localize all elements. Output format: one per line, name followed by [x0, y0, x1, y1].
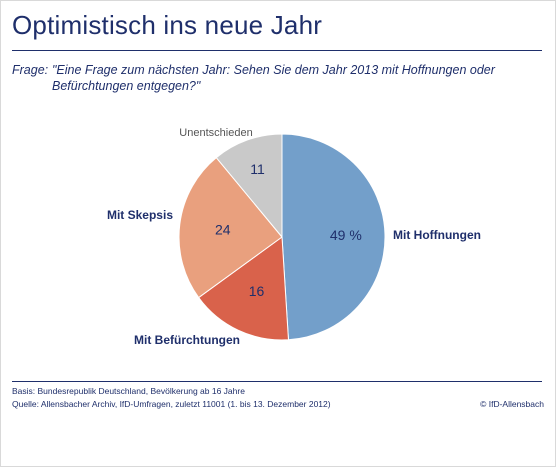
question-label: Frage: [12, 63, 49, 77]
pie-slice [281, 133, 386, 341]
title-rule [12, 50, 542, 51]
question-text: "Eine Frage zum nächsten Jahr: Sehen Sie… [52, 63, 495, 93]
pie-slice [215, 133, 283, 239]
footer-copyright: © IfD-Allensbach [480, 399, 544, 409]
pie-slices [178, 133, 386, 341]
slice-category-label: Unentschieden [179, 127, 252, 139]
pie-labels: 49 % Mit Hoffnungen 16 Mit Befürchtungen 24 M… [107, 127, 481, 347]
chart-title: Optimistisch ins neue Jahr [12, 10, 323, 40]
slice-value-label: 11 [250, 161, 265, 177]
slice-value-label: 49 % [330, 227, 362, 243]
pie-slice [178, 156, 283, 299]
slice-category-label: Mit Befürchtungen [134, 333, 240, 347]
pie-slice [197, 236, 289, 341]
slice-value-label: 16 [249, 283, 265, 299]
footer-rule [12, 381, 542, 382]
slice-category-label: Mit Skepsis [107, 208, 173, 222]
slice-value-label: 24 [215, 222, 231, 238]
footer-source: Quelle: Allensbacher Archiv, IfD-Umfrage… [12, 399, 331, 409]
slice-category-label: Mit Hoffnungen [393, 228, 481, 242]
footer-basis: Basis: Bundesrepublik Deutschland, Bevöl… [12, 386, 245, 396]
